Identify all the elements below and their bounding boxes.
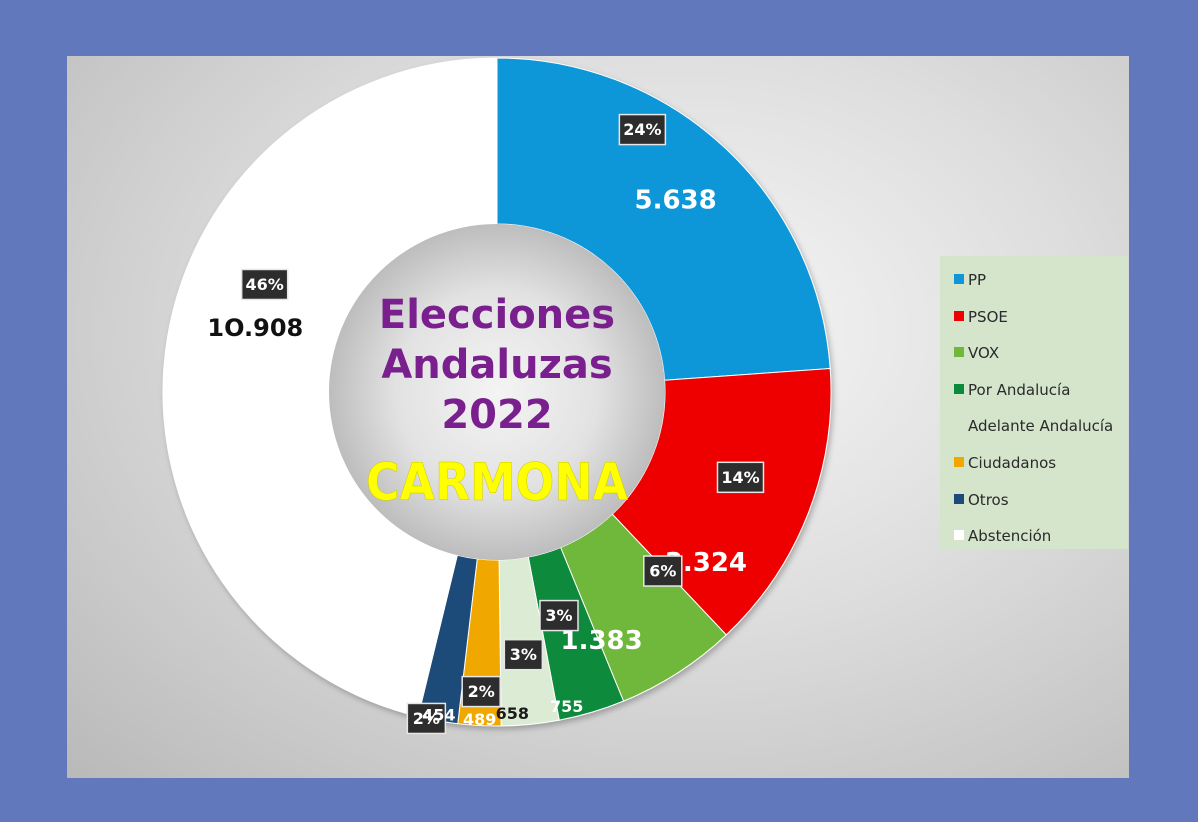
- legend-label: VOX: [968, 344, 1000, 363]
- pct-label-box: [716, 461, 765, 494]
- pct-label-box: [539, 599, 579, 632]
- pct-label: 3%: [539, 599, 579, 632]
- legend-swatch: [954, 310, 964, 321]
- legend-swatch: [954, 493, 964, 504]
- legend-swatch: [954, 383, 964, 394]
- legend-label: Abstención: [968, 527, 1052, 546]
- legend-item: VOX: [954, 335, 1128, 372]
- legend-swatch: [954, 347, 964, 358]
- legend-label: Por Andalucía: [968, 380, 1071, 399]
- legend-label: Ciudadanos: [968, 453, 1057, 472]
- title-line-1: Elecciones: [379, 292, 615, 338]
- pct-label-box: [643, 555, 683, 587]
- legend-item: Por Andalucía: [954, 372, 1128, 409]
- city-title: CARMONA: [366, 453, 628, 513]
- legend-label: Otros: [968, 490, 1009, 509]
- pct-label-text: 24%: [623, 120, 661, 139]
- legend: PP PSOE VOX Por Andalucía Adelante Andalucía…: [940, 256, 1128, 549]
- value-label: 454: [422, 705, 455, 724]
- donut-hole: [329, 224, 665, 560]
- pct-label: 14%: [716, 461, 765, 494]
- legend-item: PP: [954, 262, 1128, 299]
- pct-label-box: [503, 638, 544, 671]
- legend-item: Abstención: [954, 518, 1128, 555]
- title-line-2: Andaluzas: [381, 342, 612, 388]
- legend-item: Otros: [954, 482, 1128, 519]
- pct-label-text: 2%: [413, 709, 440, 728]
- slice-labels: 24%5.63814%3.3246%1.3833%7553%6582%4892%…: [207, 113, 765, 735]
- legend-item: Ciudadanos: [954, 445, 1128, 482]
- pct-label-text: 6%: [649, 562, 676, 581]
- pct-label-text: 14%: [721, 468, 759, 487]
- pct-label: 24%: [618, 113, 667, 146]
- pct-label-box: [618, 113, 667, 146]
- value-label: 5.638: [635, 185, 717, 215]
- legend-swatch: [954, 274, 964, 284]
- title-line-3: 2022: [441, 392, 552, 438]
- donut-chart: 24%5.63814%3.3246%1.3833%7553%6582%4892%…: [162, 57, 832, 735]
- pct-label-text: 3%: [510, 645, 537, 664]
- legend-label: PP: [968, 271, 987, 289]
- legend-label: Adelante Andalucía: [968, 417, 1114, 436]
- pct-label-box: [240, 268, 289, 301]
- pct-label-text: 3%: [545, 606, 572, 625]
- chart-panel: 24% 5.638 14% 3.324 6% 1.383 3% 755 3% 658 2% 489 2%…: [67, 56, 1129, 778]
- center-title: Elecciones Andaluzas 2022 CARMONA: [366, 292, 629, 513]
- legend-swatch: [954, 456, 964, 467]
- pct-label-box: [461, 675, 501, 708]
- legend-swatch: [954, 530, 964, 541]
- pct-label-text: 46%: [246, 275, 284, 294]
- pct-label: 2%: [461, 675, 501, 708]
- value-label: 755: [550, 697, 583, 716]
- pct-label-text: 2%: [468, 682, 495, 701]
- pct-label: 6%: [643, 555, 683, 587]
- value-label: 1O.908: [207, 314, 303, 342]
- value-label: 489: [463, 710, 496, 729]
- legend-item: PSOE: [954, 299, 1128, 336]
- legend-label: PSOE: [968, 307, 1008, 326]
- legend-item: Adelante Andalucía: [954, 408, 1128, 445]
- pct-label: 3%: [503, 638, 544, 671]
- pct-label-box: [406, 702, 447, 735]
- pct-label: 46%: [240, 268, 289, 301]
- pct-label: 2%: [406, 702, 447, 735]
- value-label: 658: [496, 704, 529, 723]
